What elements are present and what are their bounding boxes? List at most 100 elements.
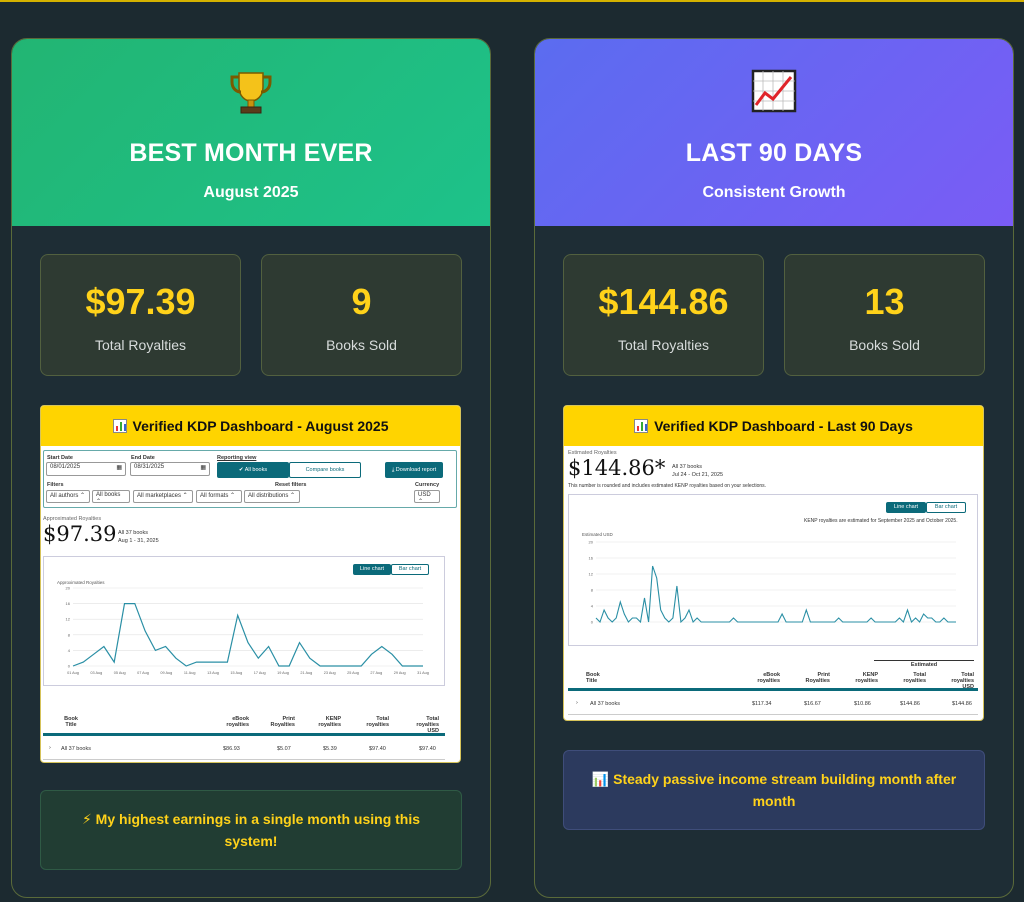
formats-filter[interactable]: All formats ⌃ [196, 490, 242, 503]
calendar-icon: ▦ [116, 465, 122, 471]
stat-label: Total Royalties [94, 337, 187, 353]
kdp-dashboard-screenshot: Verified KDP Dashboard - Last 90 Days Es… [563, 405, 984, 721]
books-sold-stat: 9 Books Sold [261, 254, 462, 376]
kenp-estimate-note: KENP royalties are estimated for Septemb… [804, 518, 958, 524]
x-tick-label: 01 Aug [67, 671, 79, 675]
expand-chevron-icon[interactable]: › [49, 745, 51, 751]
y-tick-label: 8 [68, 632, 71, 637]
row-title: All 37 books [590, 701, 620, 707]
stat-value: 9 [351, 281, 372, 322]
y-tick-label: 20 [589, 540, 594, 545]
total-royalties-stat: $144.86 Total Royalties [563, 254, 764, 376]
total-royalties-stat: $97.39 Total Royalties [40, 254, 241, 376]
y-tick-label: 20 [66, 586, 71, 591]
reporting-view-label: Reporting view [217, 455, 257, 461]
kdp-dashboard-screenshot: Verified KDP Dashboard - August 2025 Sta… [40, 405, 461, 763]
card-subtitle: Consistent Growth [702, 184, 846, 201]
line-chart-toggle[interactable]: Line chart [886, 502, 926, 513]
row-print: $5.07 [277, 746, 291, 752]
y-axis-title: Approximated Royalties [57, 580, 105, 585]
y-axis-title: Estimated USD [582, 532, 614, 537]
end-date-label: End Date [131, 455, 155, 461]
table-row[interactable] [43, 738, 445, 760]
highlight-note: 📊 Steady passive income stream building … [563, 750, 985, 830]
highlight-note: ⚡ My highest earnings in a single month … [40, 790, 462, 870]
royalties-amount: $97.39 [43, 522, 117, 546]
end-date-input[interactable]: 08/31/2025 ▦ [130, 462, 210, 476]
col-book-title: Book Title [586, 672, 600, 684]
line-chart-toggle[interactable]: Line chart [353, 564, 391, 575]
bar-chart-toggle[interactable]: Bar chart [926, 502, 966, 513]
row-total: $144.86 [900, 701, 920, 707]
col-total: Total royalties [903, 672, 926, 684]
row-total-usd: $97.40 [419, 746, 436, 752]
royalties-series-line [72, 603, 423, 667]
table-row[interactable] [568, 693, 978, 715]
reset-filters-link[interactable]: Reset filters [275, 482, 307, 488]
authors-filter[interactable]: All authors ⌃ [46, 490, 90, 503]
table-header-bar [568, 688, 978, 691]
compare-books-toggle[interactable]: Compare books [289, 462, 361, 478]
all-books-toggle[interactable]: ✔ All books [217, 462, 289, 478]
currency-label: Currency [415, 482, 440, 488]
expand-chevron-icon[interactable]: › [576, 700, 578, 706]
x-tick-label: 21 Aug [300, 671, 312, 675]
y-tick-label: 8 [591, 588, 594, 593]
x-tick-label: 13 Aug [207, 671, 219, 675]
stat-value: $97.39 [85, 281, 196, 322]
currency-select[interactable]: USD ⌃ [414, 490, 440, 505]
bar-chart-icon [112, 419, 127, 433]
marketplaces-filter[interactable]: All marketplaces ⌃ [133, 490, 193, 503]
filters-label: Filters [47, 482, 64, 488]
row-ebook: $86.93 [223, 746, 240, 752]
right-line-chart: Estimated USD 0 4 8 12 16 20 [582, 532, 956, 625]
filter-panel [43, 450, 457, 508]
distributions-filter[interactable]: All distributions ⌃ [244, 490, 300, 503]
date-range-label: Jul 24 - Oct 21, 2025 [672, 472, 724, 478]
chart-frame [568, 494, 978, 646]
col-kenp: KENP royalties [318, 716, 341, 728]
y-tick-label: 0 [591, 620, 594, 625]
y-tick-label: 16 [66, 601, 71, 606]
books-filter[interactable]: All books ⌃ [92, 490, 130, 505]
x-tick-label: 15 Aug [230, 671, 242, 675]
col-print: Print Royalties [805, 672, 830, 684]
dashboard-title-bar: Verified KDP Dashboard - Last 90 Days [564, 406, 983, 446]
col-ebook: eBook royalties [757, 672, 780, 684]
x-tick-label: 07 Aug [137, 671, 149, 675]
x-tick-label: 19 Aug [277, 671, 289, 675]
scope-label: All 37 books [118, 530, 148, 536]
x-tick-label: 11 Aug [184, 671, 196, 675]
stat-label: Books Sold [849, 337, 920, 353]
royalties-amount: $144.86* [568, 456, 666, 480]
stat-value: 13 [864, 281, 905, 322]
dashboard-title: Verified KDP Dashboard - August 2025 [132, 418, 389, 434]
download-report-button[interactable]: ⤓ Download report [385, 462, 443, 478]
card-title: LAST 90 DAYS [685, 139, 863, 167]
row-total-usd: $144.86 [952, 701, 972, 707]
date-range-label: Aug 1 - 31, 2025 [118, 538, 159, 544]
best-month-header: BEST MONTH EVER August 2025 [12, 39, 490, 226]
disclaimer: This number is rounded and includes esti… [568, 483, 767, 489]
books-sold-stat: 13 Books Sold [784, 254, 985, 376]
dashboard-title-bar: Verified KDP Dashboard - August 2025 [41, 406, 460, 446]
kdp-dashboard-right: Estimated Royalties $144.86* All 37 book… [564, 446, 983, 720]
col-book-title: Book Title [64, 716, 78, 728]
dashboard-title: Verified KDP Dashboard - Last 90 Days [654, 418, 913, 434]
royalties-label: Estimated Royalties [568, 450, 617, 456]
calendar-icon: ▦ [200, 465, 206, 471]
card-title: BEST MONTH EVER [129, 139, 373, 167]
x-tick-label: 31 Aug [417, 671, 429, 675]
bar-chart-toggle[interactable]: Bar chart [391, 564, 429, 575]
start-date-label: Start Date [47, 455, 73, 461]
chart-frame [43, 556, 445, 686]
left-line-chart: Approximated Royalties 0 4 8 12 16 20 01 Aug 0… [57, 580, 429, 675]
col-print: Print Royalties [270, 716, 295, 728]
start-date-input[interactable]: 08/01/2025 ▦ [46, 462, 126, 476]
x-tick-label: 09 Aug [160, 671, 172, 675]
x-tick-label: 23 Aug [324, 671, 336, 675]
row-kenp: $10.86 [854, 701, 871, 707]
bar-chart-icon [634, 419, 649, 433]
card-subtitle: August 2025 [203, 184, 299, 201]
estimated-group-label: Estimated [874, 660, 974, 668]
